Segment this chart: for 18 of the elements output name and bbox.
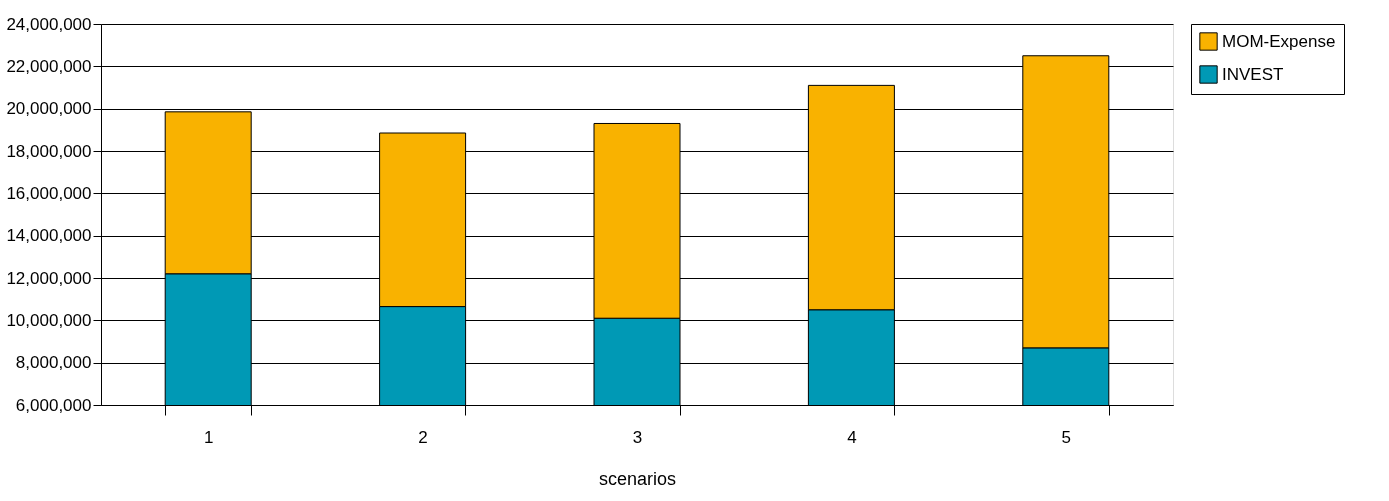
x-tick-label: 5 (1061, 427, 1072, 447)
x-tick-label: 1 (203, 427, 214, 447)
y-tick-label: 14,000,000 (6, 226, 92, 246)
y-tick-label: 22,000,000 (6, 56, 92, 76)
y-tick-label: 20,000,000 (6, 99, 92, 119)
y-tick-label: 24,000,000 (6, 14, 92, 34)
y-tick-label: 8,000,000 (15, 353, 92, 373)
y-tick-label: 18,000,000 (6, 141, 92, 161)
x-tick-label: 4 (847, 427, 857, 447)
x-axis-title: scenarios (598, 468, 677, 489)
y-tick-label: 12,000,000 (6, 268, 92, 288)
y-tick-label: 6,000,000 (15, 395, 92, 415)
legend-label: MOM-Expense (1222, 31, 1336, 51)
y-tick-label: 10,000,000 (6, 310, 92, 330)
x-tick-label: 2 (418, 427, 428, 447)
y-tick-label: 16,000,000 (6, 183, 92, 203)
x-tick-label: 3 (632, 427, 643, 447)
legend-label: INVEST (1222, 64, 1284, 84)
